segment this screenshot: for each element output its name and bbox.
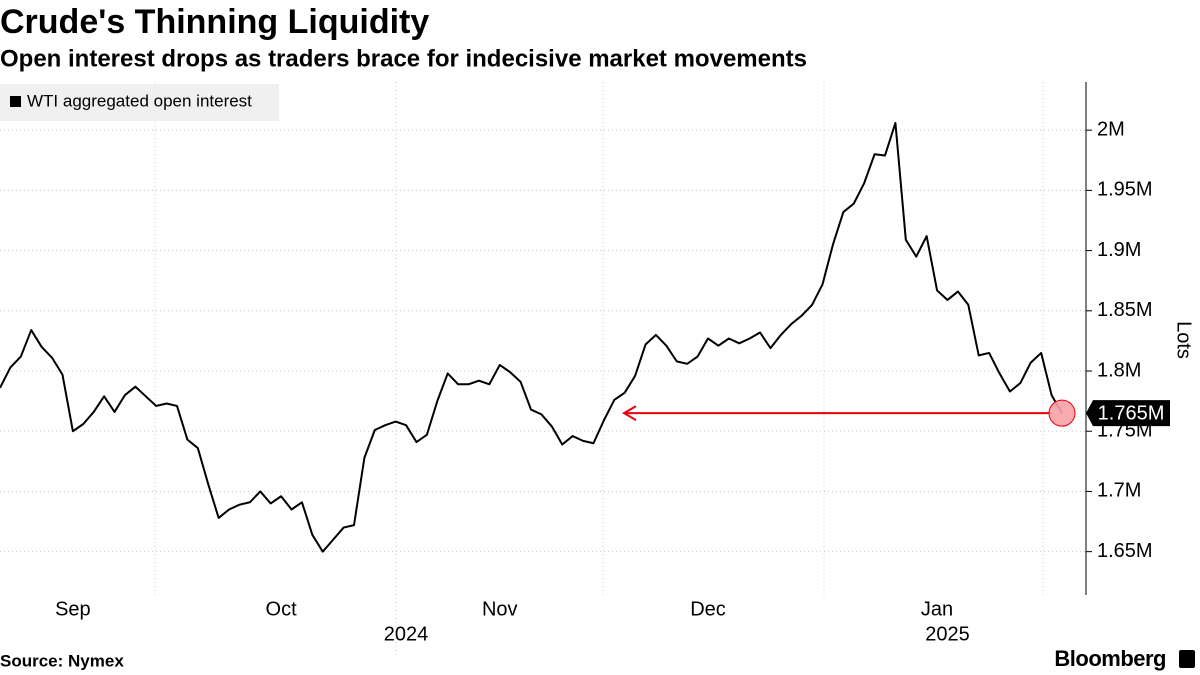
legend-label: WTI aggregated open interest xyxy=(27,91,252,110)
x-tick-label: Jan xyxy=(921,598,953,620)
y-tick-label: 1.8M xyxy=(1097,359,1141,381)
y-tick-label: 1.95M xyxy=(1097,179,1153,201)
y-tick-label: 1.65M xyxy=(1097,540,1153,562)
x-tick-label: Dec xyxy=(690,598,726,620)
y-tick-label: 2M xyxy=(1097,118,1125,140)
chart-subtitle: Open interest drops as traders brace for… xyxy=(0,45,807,72)
legend-swatch xyxy=(10,96,21,107)
legend: WTI aggregated open interest xyxy=(0,84,279,121)
chart-title: Crude's Thinning Liquidity xyxy=(0,3,429,41)
x-tick-label: Sep xyxy=(55,598,91,620)
value-label: 1.765M xyxy=(1098,402,1165,424)
y-tick-label: 1.9M xyxy=(1097,239,1141,261)
y-axis-title: Lots xyxy=(1173,321,1195,359)
brand: Bloomberg xyxy=(1054,646,1166,671)
brand-icon xyxy=(1179,650,1195,668)
highlight-point xyxy=(1048,399,1076,427)
x-tick-label: Oct xyxy=(266,598,298,620)
y-tick-label: 1.85M xyxy=(1097,299,1153,321)
y-tick-label: 1.7M xyxy=(1097,480,1141,502)
annotation-arrowhead xyxy=(622,405,637,422)
x-year-label: 2024 xyxy=(384,623,429,645)
source: Source: Nymex xyxy=(0,651,124,670)
x-year-label: 2025 xyxy=(925,623,970,645)
x-tick-label: Nov xyxy=(482,598,518,620)
month-dividers xyxy=(154,82,1044,655)
line-series xyxy=(0,121,1063,553)
legend-box xyxy=(0,84,279,121)
value-label-box xyxy=(1086,400,1170,427)
